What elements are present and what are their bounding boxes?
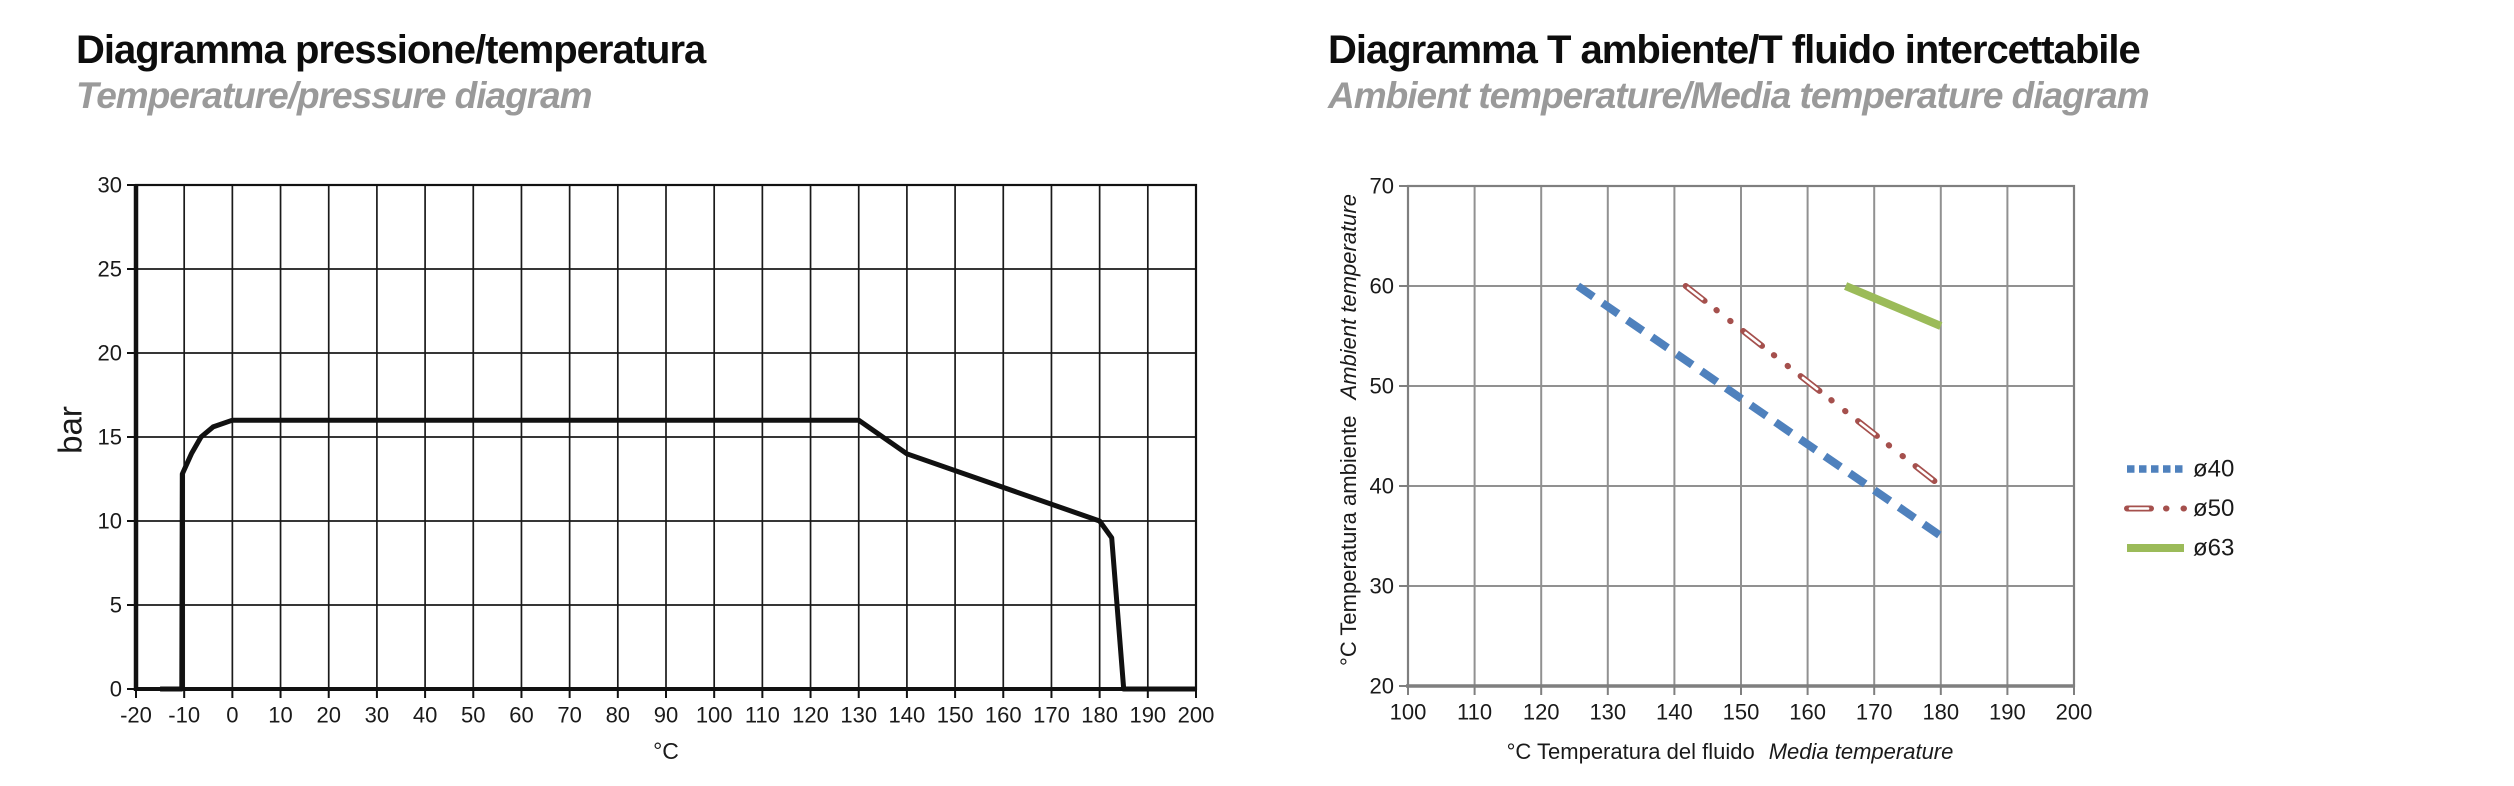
x-axis-title: °C — [653, 738, 679, 764]
y-tick-label: 70 — [1370, 174, 1394, 199]
left-chart-title: Diagramma pressione/temperatura — [76, 28, 706, 72]
x-tick-label: 50 — [461, 703, 485, 728]
y-tick-label: 15 — [98, 425, 122, 450]
x-tick-label: 100 — [1390, 700, 1427, 725]
y-tick-label: 20 — [98, 341, 122, 366]
series-line-core-ø50 — [1684, 284, 1943, 488]
x-axis-title-en: Media temperature — [1769, 739, 1954, 764]
x-tick-label: 150 — [1723, 700, 1760, 725]
y-tick-label: 25 — [98, 257, 122, 282]
x-tick-label: -20 — [120, 703, 152, 728]
x-tick-label: -10 — [168, 703, 200, 728]
x-tick-label: 130 — [1589, 700, 1626, 725]
x-tick-label: 170 — [1033, 703, 1070, 728]
x-tick-label: 10 — [268, 703, 292, 728]
series-line-pressure-limit — [160, 417, 1196, 692]
right-chart-title: Diagramma T ambiente/T fluido intercetta… — [1328, 28, 2141, 72]
legend-label-ø40: ø40 — [2193, 456, 2234, 483]
x-tick-label: 80 — [606, 703, 630, 728]
x-tick-label: 100 — [696, 703, 733, 728]
x-tick-label: 120 — [792, 703, 829, 728]
y-tick-label: 5 — [110, 593, 122, 618]
x-tick-label: 140 — [1656, 700, 1693, 725]
series-line-ø40 — [1575, 282, 1944, 540]
left-chart-subtitle: Temperature/pressure diagram — [76, 75, 593, 116]
y-axis-title-en: Ambient temperature — [1336, 194, 1361, 401]
y-axis-title: °C Temperatura ambiente Ambient temperatu… — [1336, 194, 1361, 666]
x-tick-label: 190 — [1129, 703, 1166, 728]
y-axis-title: bar — [52, 406, 89, 454]
right-chart-titles: Diagramma T ambiente/T fluido intercetta… — [1328, 26, 2150, 118]
x-tick-label: 40 — [413, 703, 437, 728]
x-tick-label: 20 — [316, 703, 340, 728]
x-axis-title-it: °C Temperatura del fluido — [1507, 739, 1755, 764]
legend: ø40 ø50 ø63 — [2124, 456, 2234, 562]
x-tick-label: 180 — [1081, 703, 1118, 728]
y-tick-label: 50 — [1370, 374, 1394, 399]
x-tick-label: 160 — [1789, 700, 1826, 725]
y-tick-label: 30 — [98, 173, 122, 198]
x-tick-label: 170 — [1856, 700, 1893, 725]
x-tick-label: 150 — [937, 703, 974, 728]
x-tick-label: 90 — [654, 703, 678, 728]
x-tick-label: 60 — [509, 703, 533, 728]
x-tick-label: 110 — [1457, 700, 1492, 725]
y-tick-label: 60 — [1370, 274, 1394, 299]
x-tick-label: 70 — [557, 703, 581, 728]
y-tick-label: 10 — [98, 509, 122, 534]
legend-label-ø63: ø63 — [2193, 535, 2234, 562]
x-tick-label: 160 — [985, 703, 1022, 728]
x-tick-label: 190 — [1989, 700, 2026, 725]
pressure-temperature-chart: -20 -10 0 10 20 30 40 50 60 70 80 90 100 110 120 130 140… — [52, 173, 1215, 765]
y-tick-label: 0 — [110, 677, 122, 702]
legend-label-ø50: ø50 — [2193, 495, 2234, 522]
y-tick-label: 20 — [1370, 674, 1394, 699]
ambient-media-temperature-chart: 100 110 120 130 140 150 160 170 180 190 200 20 30 40 5… — [1336, 174, 2235, 764]
left-chart-titles: Diagramma pressione/temperatura Temperat… — [76, 26, 706, 118]
x-tick-label: 180 — [1922, 700, 1959, 725]
x-tick-label: 110 — [745, 703, 780, 728]
y-tick-label: 40 — [1370, 474, 1394, 499]
x-tick-label: 200 — [2056, 700, 2093, 725]
right-chart-subtitle: Ambient temperature/Media temperature di… — [1328, 75, 2150, 116]
x-tick-label: 200 — [1178, 703, 1215, 728]
x-tick-label: 140 — [889, 703, 926, 728]
series-line-ø63 — [1844, 282, 1943, 330]
y-tick-label: 30 — [1370, 574, 1394, 599]
x-tick-label: 0 — [226, 703, 238, 728]
y-axis-title-it: °C Temperatura ambiente — [1336, 415, 1361, 666]
x-tick-label: 30 — [365, 703, 389, 728]
x-axis-title: °C Temperatura del fluido Media temperatu… — [1507, 739, 1954, 764]
x-tick-label: 130 — [840, 703, 877, 728]
x-tick-label: 120 — [1523, 700, 1560, 725]
